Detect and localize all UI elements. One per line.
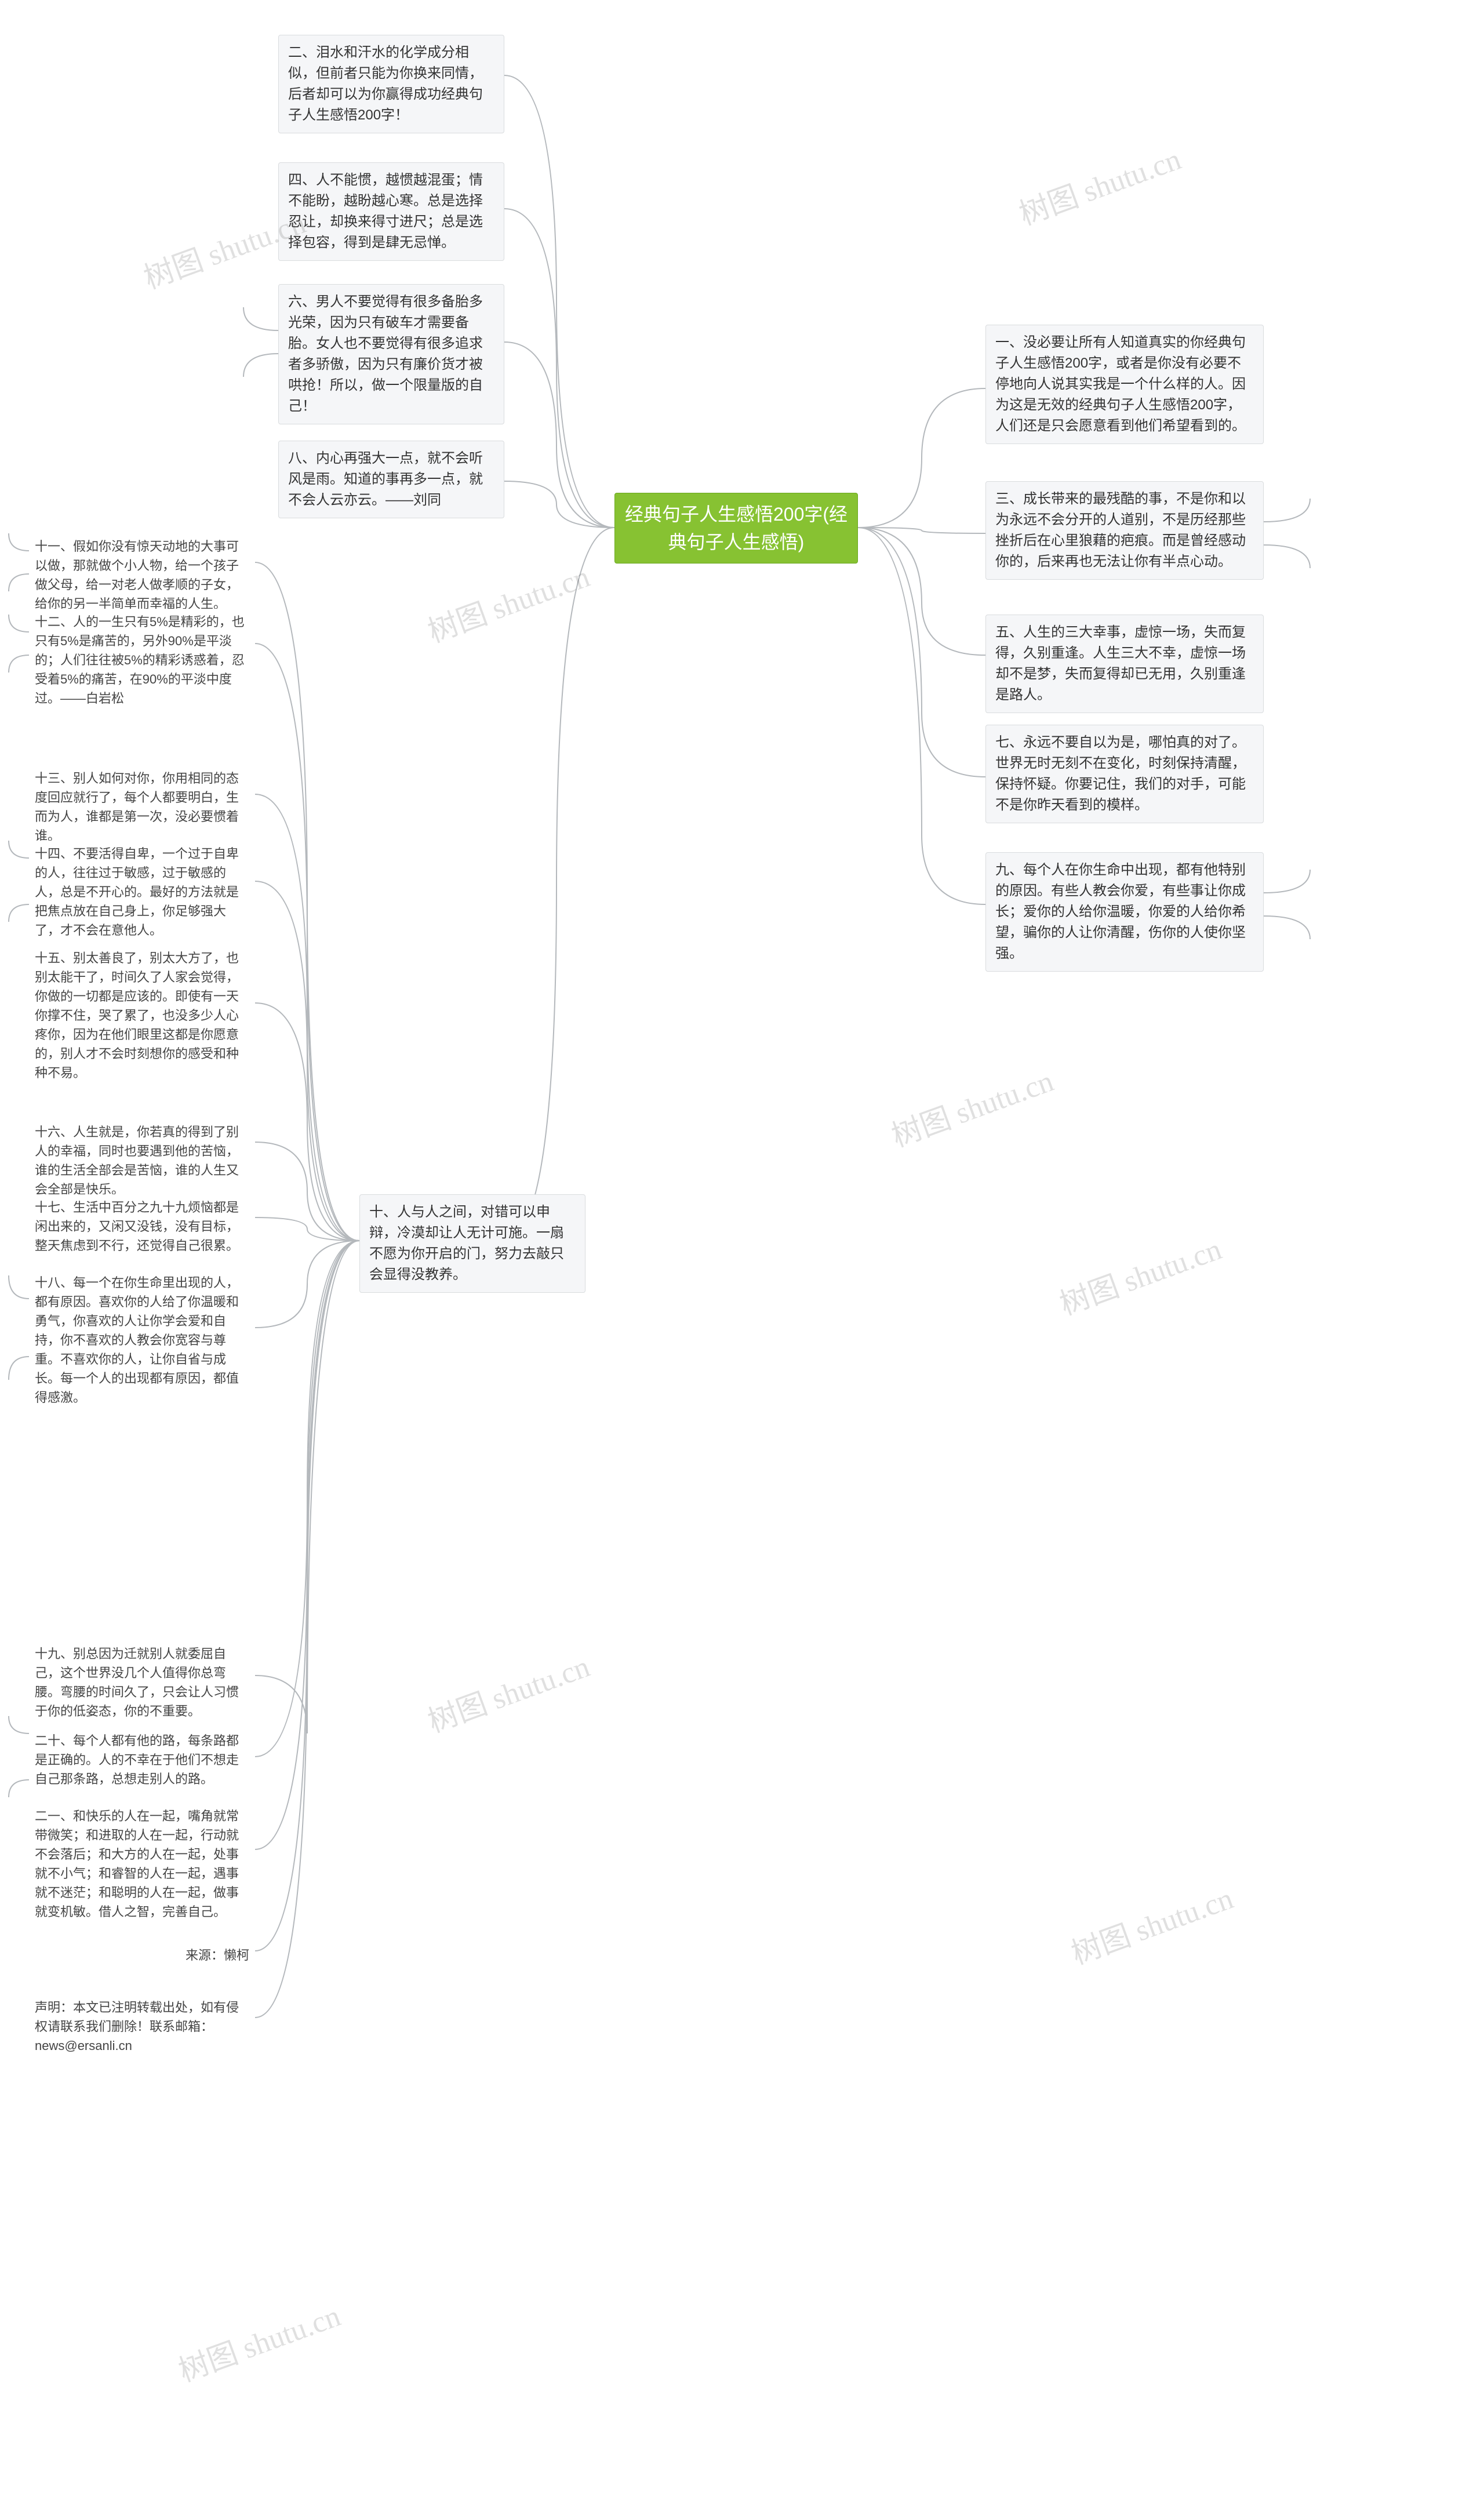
right-node-7: 七、永远不要自以为是，哪怕真的对了。世界无时无刻不在变化，时刻保持清醒，保持怀疑…	[985, 725, 1264, 823]
leaf-19: 十九、别总因为迁就别人就委屈自己，这个世界没几个人值得你总弯腰。弯腰的时间久了，…	[29, 1641, 255, 1724]
leaf-text: 十九、别总因为迁就别人就委屈自己，这个世界没几个人值得你总弯腰。弯腰的时间久了，…	[35, 1646, 239, 1718]
watermark: 树图 shutu.cn	[421, 1642, 595, 1740]
leaf-text: 十三、别人如何对你，你用相同的态度回应就行了，每个人都要明白，生而为人，谁都是第…	[35, 771, 239, 843]
leaf-15: 十五、别太善良了，别太大方了，也别太能干了，时间久了人家会觉得，你做的一切都是应…	[29, 945, 255, 1086]
top-node-2: 二、泪水和汗水的化学成分相似，但前者只能为你换来同情，后者却可以为你赢得成功经典…	[278, 35, 504, 133]
leaf-16: 十六、人生就是，你若真的得到了别人的幸福，同时也要遇到他的苦恼，谁的生活全部会是…	[29, 1119, 255, 1202]
leaf-14: 十四、不要活得自卑，一个过于自卑的人，往往过于敏感，过于敏感的人，总是不开心的。…	[29, 841, 255, 943]
hub-node-10: 十、人与人之间，对错可以申辩，冷漠却让人无计可施。一扇不愿为你开启的门，努力去敲…	[359, 1194, 585, 1293]
leaf-text: 二十、每个人都有他的路，每条路都是正确的。人的不幸在于他们不想走自己那条路，总想…	[35, 1733, 239, 1786]
leaf-text: 十四、不要活得自卑，一个过于自卑的人，往往过于敏感，过于敏感的人，总是不开心的。…	[35, 846, 239, 937]
root-label: 经典句子人生感悟200字(经典句子人生感悟)	[625, 504, 848, 553]
top-node-4: 四、人不能惯，越惯越混蛋；情不能盼，越盼越心寒。总是选择忍让，却换来得寸进尺；总…	[278, 162, 504, 261]
right-node-3: 三、成长带来的最残酷的事，不是你和以为永远不会分开的人道别，不是历经那些挫折后在…	[985, 481, 1264, 580]
leaf-text: 十七、生活中百分之九十九烦恼都是闲出来的，又闲又没钱，没有目标，整天焦虑到不行，…	[35, 1200, 239, 1253]
node-text: 二、泪水和汗水的化学成分相似，但前者只能为你换来同情，后者却可以为你赢得成功经典…	[288, 45, 483, 123]
leaf-text: 十八、每一个在你生命里出现的人，都有原因。喜欢你的人给了你温暖和勇气，你喜欢的人…	[35, 1275, 239, 1405]
leaf-text: 十二、人的一生只有5%是精彩的，也只有5%是痛苦的，另外90%是平淡的；人们往往…	[35, 615, 245, 706]
leaf-disclaimer: 声明：本文已注明转载出处，如有侵权请联系我们删除！联系邮箱：news@ersan…	[29, 1994, 255, 2059]
leaf-text: 十一、假如你没有惊天动地的大事可以做，那就做个小人物，给一个孩子做父母，给一对老…	[35, 539, 239, 611]
leaf-12: 十二、人的一生只有5%是精彩的，也只有5%是痛苦的，另外90%是平淡的；人们往往…	[29, 609, 255, 711]
leaf-21: 二一、和快乐的人在一起，嘴角就常带微笑；和进取的人在一起，行动就不会落后；和大方…	[29, 1803, 255, 1925]
leaf-20: 二十、每个人都有他的路，每条路都是正确的。人的不幸在于他们不想走自己那条路，总想…	[29, 1728, 255, 1792]
top-node-6: 六、男人不要觉得有很多备胎多光荣，因为只有破车才需要备胎。女人也不要觉得有很多追…	[278, 284, 504, 424]
watermark: 树图 shutu.cn	[1012, 135, 1186, 233]
node-text: 四、人不能惯，越惯越混蛋；情不能盼，越盼越心寒。总是选择忍让，却换来得寸进尺；总…	[288, 172, 483, 250]
watermark: 树图 shutu.cn	[1064, 1874, 1238, 1972]
right-node-5: 五、人生的三大幸事，虚惊一场，失而复得，久别重逢。人生三大不幸，虚惊一场却不是梦…	[985, 615, 1264, 713]
node-text: 一、没必要让所有人知道真实的你经典句子人生感悟200字，或者是你没有必要不停地向…	[995, 335, 1246, 434]
node-text: 七、永远不要自以为是，哪怕真的对了。世界无时无刻不在变化，时刻保持清醒，保持怀疑…	[995, 735, 1246, 813]
leaf-text: 声明：本文已注明转载出处，如有侵权请联系我们删除！联系邮箱：news@ersan…	[35, 2000, 239, 2053]
leaf-text: 十六、人生就是，你若真的得到了别人的幸福，同时也要遇到他的苦恼，谁的生活全部会是…	[35, 1125, 239, 1197]
watermark: 树图 shutu.cn	[885, 1056, 1059, 1155]
leaf-text: 来源：懒柯	[186, 1948, 249, 1962]
right-node-9: 九、每个人在你生命中出现，都有他特别的原因。有些人教会你爱，有些事让你成长；爱你…	[985, 852, 1264, 972]
node-text: 五、人生的三大幸事，虚惊一场，失而复得，久别重逢。人生三大不幸，虚惊一场却不是梦…	[995, 624, 1246, 703]
node-text: 十、人与人之间，对错可以申辩，冷漠却让人无计可施。一扇不愿为你开启的门，努力去敲…	[369, 1204, 564, 1282]
right-node-1: 一、没必要让所有人知道真实的你经典句子人生感悟200字，或者是你没有必要不停地向…	[985, 325, 1264, 444]
leaf-18: 十八、每一个在你生命里出现的人，都有原因。喜欢你的人给了你温暖和勇气，你喜欢的人…	[29, 1270, 255, 1411]
watermark: 树图 shutu.cn	[172, 2291, 345, 2390]
leaf-13: 十三、别人如何对你，你用相同的态度回应就行了，每个人都要明白，生而为人，谁都是第…	[29, 765, 255, 849]
leaf-text: 二一、和快乐的人在一起，嘴角就常带微笑；和进取的人在一起，行动就不会落后；和大方…	[35, 1809, 239, 1919]
leaf-text: 十五、别太善良了，别太大方了，也别太能干了，时间久了人家会觉得，你做的一切都是应…	[35, 951, 239, 1080]
node-text: 三、成长带来的最残酷的事，不是你和以为永远不会分开的人道别，不是历经那些挫折后在…	[995, 491, 1246, 569]
watermark: 树图 shutu.cn	[421, 552, 595, 650]
root-node: 经典句子人生感悟200字(经典句子人生感悟)	[614, 493, 858, 564]
node-text: 六、男人不要觉得有很多备胎多光荣，因为只有破车才需要备胎。女人也不要觉得有很多追…	[288, 294, 483, 414]
watermark: 树图 shutu.cn	[1053, 1224, 1227, 1323]
node-text: 九、每个人在你生命中出现，都有他特别的原因。有些人教会你爱，有些事让你成长；爱你…	[995, 862, 1246, 961]
top-node-8: 八、内心再强大一点，就不会听风是雨。知道的事再多一点，就不会人云亦云。——刘同	[278, 441, 504, 518]
node-text: 八、内心再强大一点，就不会听风是雨。知道的事再多一点，就不会人云亦云。——刘同	[288, 450, 483, 508]
leaf-11: 十一、假如你没有惊天动地的大事可以做，那就做个小人物，给一个孩子做父母，给一对老…	[29, 533, 255, 617]
leaf-source: 来源：懒柯	[29, 1942, 255, 1968]
leaf-17: 十七、生活中百分之九十九烦恼都是闲出来的，又闲又没钱，没有目标，整天焦虑到不行，…	[29, 1194, 255, 1259]
